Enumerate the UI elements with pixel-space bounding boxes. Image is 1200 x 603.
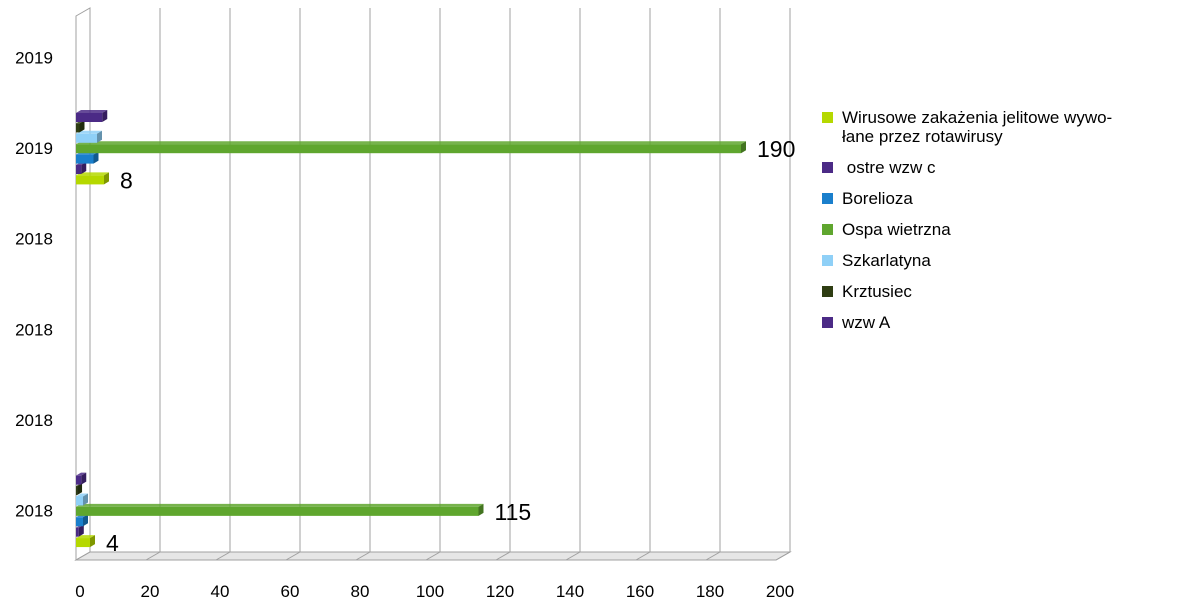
- legend-label: Ospa wietrzna: [842, 220, 951, 239]
- bar: [76, 144, 741, 154]
- bar: [76, 123, 80, 133]
- floor-gridline: [705, 551, 721, 561]
- bar-top: [76, 141, 746, 145]
- bar-end: [81, 472, 87, 485]
- legend-label: Wirusowe zakażenia jelitowe wywo- łane p…: [842, 108, 1113, 146]
- legend-label: wzw A: [842, 313, 891, 332]
- floor-gridline: [775, 551, 791, 561]
- data-label: 4: [106, 530, 119, 556]
- floor-gridline: [565, 551, 581, 561]
- y-axis-ticks: 2018 2018 2018 2018 2019 2019: [15, 48, 53, 520]
- bar: [76, 154, 94, 164]
- bar-top: [76, 493, 88, 497]
- data-label: 115: [495, 499, 532, 525]
- x-tick-label: 20: [141, 582, 160, 601]
- y-tick-label: 2019: [15, 139, 53, 158]
- legend-label: ostre wzw c: [842, 158, 936, 177]
- bar-end: [90, 535, 95, 548]
- bar: [76, 517, 83, 527]
- bar: [76, 527, 79, 537]
- x-tick-label: 200: [766, 582, 794, 601]
- bar-top: [76, 535, 95, 539]
- bar: [76, 113, 103, 122]
- bar-end: [79, 120, 85, 133]
- bar-end: [478, 503, 484, 516]
- floor-gridline: [425, 551, 441, 561]
- bar-end: [102, 110, 108, 122]
- y-tick-label: 2018: [15, 230, 53, 249]
- legend-swatch: [822, 317, 833, 328]
- legend-item: ostre wzw c: [822, 158, 1192, 177]
- x-tick-label: 0: [75, 582, 84, 601]
- legend-swatch: [822, 162, 833, 173]
- bar-end: [104, 172, 109, 185]
- legend-item: Ospa wietrzna: [822, 220, 1192, 239]
- bar: [76, 538, 90, 548]
- legend-item: Wirusowe zakażenia jelitowe wywo- łane p…: [822, 108, 1192, 146]
- bar-top: [76, 130, 102, 134]
- legend-swatch: [822, 286, 833, 297]
- legend-item: wzw A: [822, 313, 1192, 332]
- floor-gridline: [75, 551, 91, 561]
- bar-end: [83, 493, 88, 506]
- bar-end: [93, 151, 99, 164]
- floor-gridline: [145, 551, 161, 561]
- floor-gridline: [635, 551, 651, 561]
- bar: [76, 496, 83, 506]
- bar-top: [76, 110, 108, 113]
- x-axis-ticks: 0 20 40 60 80 100 120 140 160 180 200: [75, 582, 794, 601]
- legend-swatch: [822, 193, 833, 204]
- x-tick-label: 60: [281, 582, 300, 601]
- data-label: 8: [120, 167, 133, 193]
- bar-end: [78, 524, 84, 537]
- data-labels: 4 115 8 190: [106, 136, 795, 556]
- x-tick-label: 180: [696, 582, 724, 601]
- legend-label: Szkarlatyna: [842, 251, 931, 270]
- bar: [76, 133, 97, 143]
- floor-gridline: [215, 551, 231, 561]
- y-tick-label: 2018: [15, 411, 53, 430]
- legend-swatch: [822, 255, 833, 266]
- chart-walls: [74, 7, 792, 561]
- bar-end: [741, 141, 746, 154]
- bar-top: [76, 503, 484, 507]
- y-tick-label: 2018: [15, 502, 53, 521]
- bar-top: [76, 472, 87, 476]
- x-tick-label: 140: [556, 582, 584, 601]
- floor-gridline: [355, 551, 371, 561]
- legend-item: Krztusiec: [822, 282, 1192, 301]
- bar-top: [76, 172, 109, 176]
- bar: [76, 486, 78, 496]
- x-tick-label: 80: [351, 582, 370, 601]
- bar-end: [77, 483, 83, 496]
- legend-item: Borelioza: [822, 189, 1192, 208]
- bar-end: [97, 130, 102, 143]
- floor-gridline: [495, 551, 511, 561]
- y-tick-label: 2018: [15, 320, 53, 339]
- floor-gridline: [285, 551, 301, 561]
- bar-end: [81, 162, 87, 174]
- x-tick-label: 160: [626, 582, 654, 601]
- legend-swatch: [822, 112, 833, 123]
- x-tick-label: 120: [486, 582, 514, 601]
- bar: [76, 165, 82, 174]
- x-tick-label: 100: [416, 582, 444, 601]
- legend-item: Szkarlatyna: [822, 251, 1192, 270]
- bars: [76, 110, 746, 548]
- bar: [76, 506, 479, 516]
- legend: Wirusowe zakażenia jelitowe wywo- łane p…: [822, 108, 1192, 344]
- bar-end: [83, 514, 88, 527]
- bar: [76, 175, 104, 185]
- data-label: 190: [757, 136, 795, 162]
- grid-lines: [75, 8, 791, 561]
- legend-swatch: [822, 224, 833, 235]
- legend-label: Borelioza: [842, 189, 913, 208]
- bar: [76, 475, 82, 485]
- y-tick-label: 2019: [15, 48, 53, 67]
- legend-label: Krztusiec: [842, 282, 912, 301]
- x-tick-label: 40: [211, 582, 230, 601]
